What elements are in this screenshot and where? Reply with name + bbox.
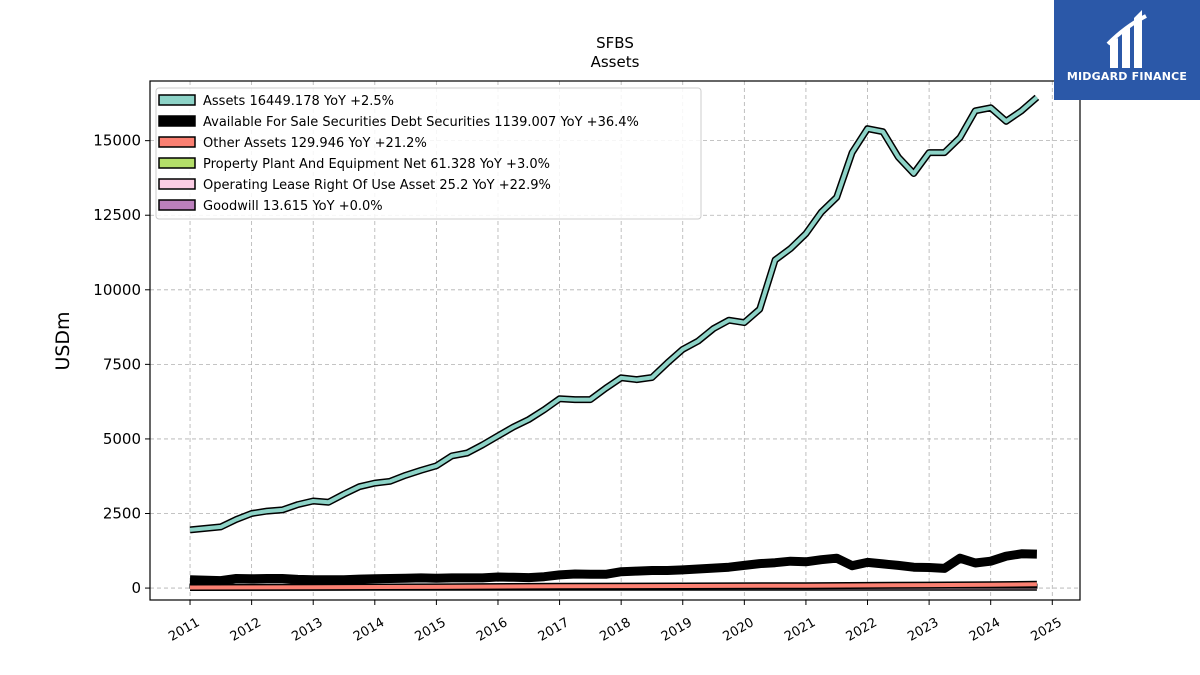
legend: Assets 16449.178 YoY +2.5% Available For …	[155, 87, 702, 220]
legend-swatch	[158, 115, 196, 127]
x-tick-label: 2014	[351, 615, 387, 645]
legend-label: Operating Lease Right Of Use Asset 25.2 …	[203, 178, 551, 193]
y-tick-label: 0	[131, 579, 141, 597]
series-line	[189, 95, 1039, 532]
legend-swatch	[158, 157, 196, 169]
legend-item: Assets 16449.178 YoY +2.5%	[158, 94, 394, 109]
y-tick-label: 2500	[103, 505, 141, 523]
series-available-for-sale-securities-debt-securities	[189, 549, 1037, 586]
legend-swatch	[158, 136, 196, 148]
legend-label: Available For Sale Securities Debt Secur…	[203, 115, 639, 130]
series-line	[189, 582, 1037, 590]
series-other-assets	[189, 580, 1037, 591]
series-assets	[189, 94, 1040, 534]
y-tick-label: 7500	[103, 355, 141, 373]
x-tick-label: 2024	[967, 615, 1003, 645]
brand-logo: MIDGARD FINANCE	[1054, 0, 1200, 100]
legend-item: Operating Lease Right Of Use Asset 25.2 …	[158, 178, 551, 193]
legend-item: Goodwill 13.615 YoY +0.0%	[158, 199, 383, 214]
logo-mark-icon	[1106, 10, 1147, 68]
x-tick-label: 2012	[228, 615, 264, 645]
x-tick-label: 2025	[1028, 615, 1064, 645]
series-layer	[189, 94, 1040, 591]
y-axis-ticks: 0 2500 5000 7500 10000 12500 15000	[93, 132, 150, 597]
chart-title: SFBS	[596, 34, 634, 52]
chart-subtitle: Assets	[591, 53, 640, 71]
legend-item: Available For Sale Securities Debt Secur…	[158, 115, 639, 130]
legend-label: Goodwill 13.615 YoY +0.0%	[203, 199, 383, 214]
x-tick-label: 2021	[782, 615, 818, 645]
legend-frame	[155, 87, 702, 220]
legend-item: Property Plant And Equipment Net 61.328 …	[158, 157, 550, 172]
legend-swatch	[158, 94, 196, 106]
y-tick-label: 12500	[93, 206, 141, 224]
legend-label: Assets 16449.178 YoY +2.5%	[203, 94, 394, 109]
x-tick-label: 2015	[413, 615, 449, 645]
x-tick-label: 2013	[289, 615, 325, 645]
y-tick-label: 5000	[103, 430, 141, 448]
x-tick-label: 2011	[166, 615, 202, 645]
y-tick-label: 15000	[93, 132, 141, 150]
x-tick-label: 2018	[597, 615, 633, 645]
legend-swatch	[158, 178, 196, 190]
legend-label: Other Assets 129.946 YoY +21.2%	[203, 136, 427, 151]
x-axis-ticks: 2011 2012 2013 2014 2015 2016 2017 2018 2019 2020…	[166, 600, 1065, 645]
legend-swatch	[158, 199, 196, 211]
logo-text: MIDGARD FINANCE	[1066, 70, 1188, 83]
chart-title-group: SFBS Assets	[591, 34, 640, 71]
plot-frame	[149, 80, 1081, 601]
x-tick-label: 2017	[536, 615, 572, 645]
y-axis-label: USDm	[52, 311, 74, 370]
x-tick-label: 2016	[474, 615, 510, 645]
x-tick-label: 2022	[844, 615, 880, 645]
series-line	[189, 549, 1037, 586]
legend-label: Property Plant And Equipment Net 61.328 …	[203, 157, 550, 172]
legend-item: Other Assets 129.946 YoY +21.2%	[158, 136, 427, 151]
x-tick-label: 2023	[905, 615, 941, 645]
x-tick-label: 2020	[721, 615, 757, 645]
y-tick-label: 10000	[93, 281, 141, 299]
x-tick-label: 2019	[659, 615, 695, 645]
